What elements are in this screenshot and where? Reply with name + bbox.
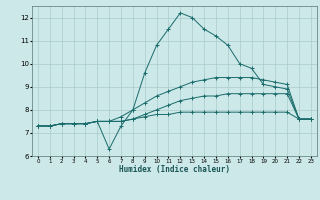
X-axis label: Humidex (Indice chaleur): Humidex (Indice chaleur) — [119, 165, 230, 174]
